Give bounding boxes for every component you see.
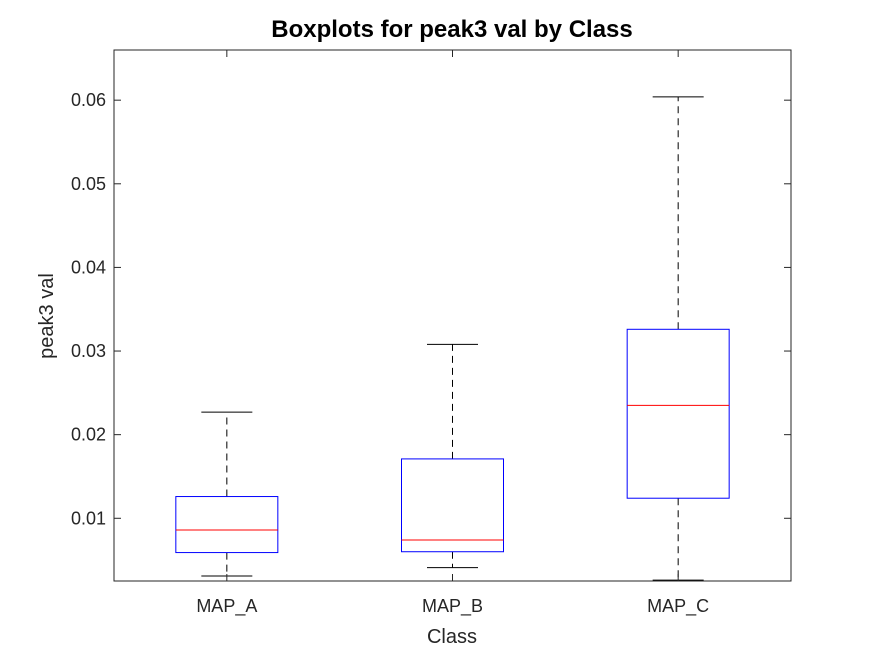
y-tick-label: 0.04 — [71, 257, 106, 277]
x-tick-label: MAP_B — [422, 596, 483, 617]
x-tick-label: MAP_A — [196, 596, 257, 617]
y-axis-ticks: 0.01 0.02 0.03 0.04 0.05 0.06 — [71, 90, 791, 528]
y-tick-label: 0.03 — [71, 341, 106, 361]
y-tick-label: 0.02 — [71, 425, 106, 445]
y-tick-label: 0.06 — [71, 90, 106, 110]
iqr-box — [626, 328, 730, 499]
y-tick-label: 0.05 — [71, 174, 106, 194]
plot-area — [175, 96, 730, 581]
y-tick-label: 0.01 — [71, 508, 106, 528]
chart-title: Boxplots for peak3 val by Class — [271, 16, 632, 43]
x-tick-label: MAP_C — [647, 596, 709, 617]
iqr-box — [175, 496, 279, 554]
y-axis-label: peak3 val — [36, 273, 58, 359]
box-group-map-c — [626, 96, 730, 581]
box-group-map-a — [175, 411, 279, 577]
iqr-box — [401, 458, 504, 553]
x-axis-label: Class — [427, 626, 477, 648]
box-group-map-b — [401, 343, 504, 569]
x-axis-ticks: MAP_A MAP_B MAP_C — [196, 50, 709, 617]
